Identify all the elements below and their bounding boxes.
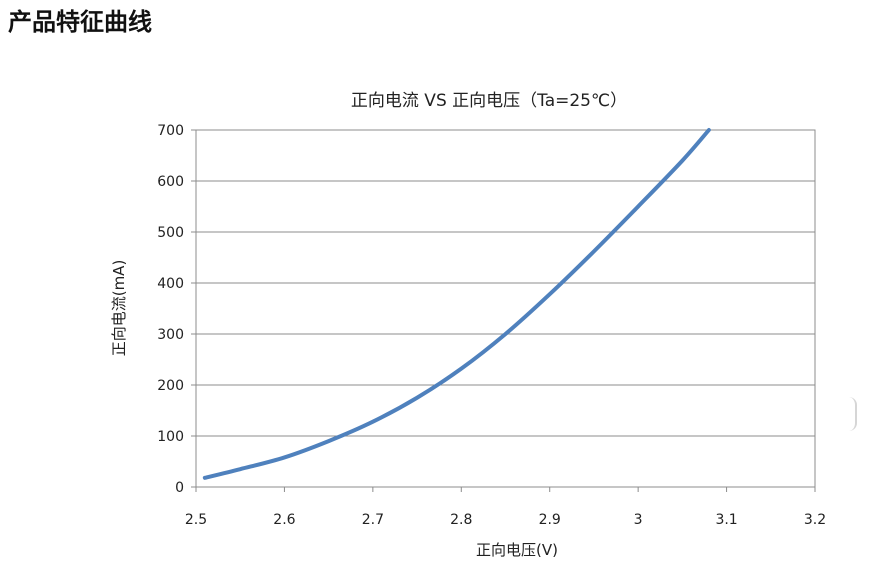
y-axis-label: 正向电流(mA) bbox=[110, 260, 128, 357]
x-tick-label: 2.7 bbox=[362, 512, 384, 528]
y-axis: 0 100 200 300 400 500 600 700 bbox=[157, 123, 196, 496]
page-heading: 产品特征曲线 bbox=[8, 8, 152, 36]
edge-artifact bbox=[849, 397, 857, 431]
x-tick-label: 2.9 bbox=[539, 512, 561, 528]
y-tick-label: 200 bbox=[157, 378, 184, 394]
y-tick-label: 300 bbox=[157, 327, 184, 343]
y-tick-label: 700 bbox=[157, 123, 184, 139]
chart-title: 正向电流 VS 正向电压（Ta=25℃） bbox=[351, 91, 627, 111]
plot-area bbox=[195, 129, 816, 488]
series-line-0 bbox=[202, 128, 711, 480]
series-group bbox=[202, 128, 711, 480]
x-tick-label: 3.1 bbox=[715, 512, 737, 528]
x-tick-label: 3 bbox=[634, 512, 643, 528]
y-tick-label: 600 bbox=[157, 174, 184, 190]
x-tick-label: 2.8 bbox=[450, 512, 472, 528]
x-axis: 2.5 2.6 2.7 2.8 2.9 3 3.1 3.2 bbox=[185, 487, 826, 528]
gridlines bbox=[196, 129, 815, 488]
x-tick-label: 2.5 bbox=[185, 512, 207, 528]
x-axis-label: 正向电压(V) bbox=[476, 541, 558, 559]
y-tick-label: 400 bbox=[157, 276, 184, 292]
y-tick-label: 100 bbox=[157, 429, 184, 445]
x-tick-label: 2.6 bbox=[273, 512, 295, 528]
x-tick-label: 3.2 bbox=[804, 512, 826, 528]
y-tick-label: 0 bbox=[175, 480, 184, 496]
y-tick-label: 500 bbox=[157, 225, 184, 241]
